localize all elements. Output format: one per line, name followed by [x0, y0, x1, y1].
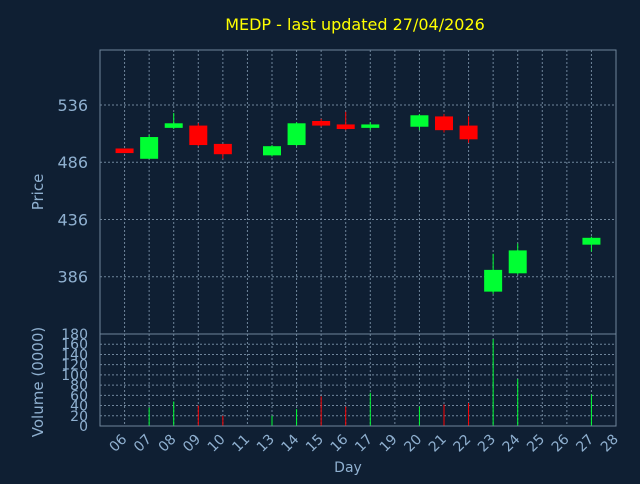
- x-tick-label: 17: [352, 432, 376, 456]
- volume-panel-frame: [99, 333, 617, 427]
- grid-lines: [100, 50, 617, 426]
- volume-bars: [148, 339, 592, 426]
- x-tick-label: 23: [475, 432, 499, 456]
- candle-body: [312, 121, 331, 126]
- x-tick-label: 14: [278, 431, 302, 455]
- x-tick-label: 26: [549, 431, 573, 455]
- price-axis-label: Price: [29, 174, 47, 211]
- volume-tick-label: 120: [61, 358, 88, 374]
- x-tick-label: 25: [524, 432, 548, 456]
- x-tick-label: 28: [598, 432, 622, 456]
- x-tick-label: 27: [573, 432, 597, 456]
- x-tick-label: 09: [180, 432, 204, 456]
- candles: [115, 111, 601, 294]
- volume-tick-label: 100: [61, 368, 88, 384]
- x-tick-label: 13: [254, 432, 278, 456]
- x-axis-label: Day: [334, 460, 362, 476]
- volume-tick-label: 0: [79, 419, 88, 435]
- volume-axis-label: Volume (0000): [29, 327, 47, 437]
- candle-body: [410, 115, 429, 127]
- price-tick-label: 536: [57, 96, 88, 115]
- candle-body: [435, 116, 453, 131]
- volume-tick-label: 160: [61, 337, 88, 353]
- volume-tick-label: 180: [61, 327, 88, 343]
- volume-tick-label: 140: [61, 347, 88, 363]
- x-tick-label: 07: [131, 432, 155, 456]
- tick-labels: 06 07 08 09 10 11 13 14 15 16 17 19 20 21 22 23 24 25 26 27…: [57, 96, 621, 455]
- candle-body: [115, 148, 134, 154]
- candle-body: [287, 123, 306, 146]
- volume-tick-label: 20: [70, 409, 88, 425]
- candle-body: [189, 125, 208, 146]
- candle-body: [213, 143, 232, 155]
- volume-tick-label: 60: [70, 388, 88, 404]
- x-tick-label: 24: [500, 431, 524, 455]
- x-tick-label: 22: [450, 432, 474, 456]
- candle-body: [140, 137, 159, 159]
- volume-tick-label: 80: [70, 378, 88, 394]
- chart-title: MEDP - last updated 27/04/2026: [225, 15, 485, 34]
- candle-body: [484, 269, 503, 292]
- x-tick-label: 15: [303, 432, 327, 456]
- x-tick-label: 20: [401, 432, 425, 456]
- candle-body: [459, 125, 478, 140]
- price-panel-frame: [99, 49, 617, 335]
- price-tick-label: 386: [57, 268, 88, 287]
- candle-body: [263, 146, 281, 156]
- panel-frames: [99, 49, 617, 427]
- candle-body: [164, 123, 183, 128]
- volume-tick-label: 40: [70, 399, 88, 415]
- candle-body: [582, 237, 601, 245]
- candle-body: [361, 124, 380, 128]
- x-tick-label: 11: [229, 432, 253, 456]
- x-tick-label: 19: [377, 432, 401, 456]
- x-tick-label: 06: [106, 431, 130, 455]
- x-tick-label: 10: [205, 432, 229, 456]
- x-tick-label: 21: [426, 432, 450, 456]
- price-tick-label: 436: [57, 210, 88, 229]
- price-tick-label: 486: [57, 153, 88, 172]
- x-tick-label: 08: [156, 432, 180, 456]
- x-tick-label: 16: [328, 431, 352, 455]
- candle-body: [336, 124, 355, 130]
- candle-body: [508, 250, 527, 274]
